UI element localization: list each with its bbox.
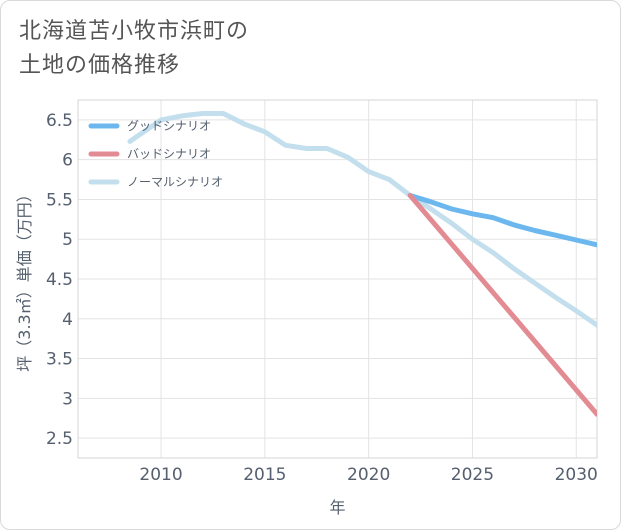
y-tick-label: 2.5 bbox=[46, 429, 73, 449]
legend-item-normal[interactable]: ノーマルシナリオ bbox=[88, 175, 223, 189]
good-scenario-line bbox=[407, 193, 597, 248]
y-tick-label: 6 bbox=[62, 151, 73, 171]
y-tick-label: 6.5 bbox=[46, 111, 73, 131]
y-axis-label: 坪（3.3㎡）単価（万円） bbox=[15, 186, 34, 371]
y-tick-label: 4 bbox=[62, 310, 73, 330]
legend-item-good[interactable]: グッドシナリオ bbox=[88, 119, 211, 133]
grid bbox=[78, 100, 597, 458]
bad-scenario-line bbox=[407, 193, 597, 417]
x-tick-labels: 2010 2015 2020 2025 2030 bbox=[139, 465, 597, 485]
x-axis-label: 年 bbox=[329, 498, 345, 517]
legend-label: グッドシナリオ bbox=[127, 119, 211, 133]
y-tick-label: 5.5 bbox=[46, 190, 73, 210]
y-tick-label: 3 bbox=[62, 389, 73, 409]
x-tick-label: 2010 bbox=[139, 465, 182, 485]
x-tick-label: 2030 bbox=[555, 465, 598, 485]
x-tick-label: 2020 bbox=[347, 465, 390, 485]
y-tick-labels: 2.5 3 3.5 4 4.5 5 5.5 6 6.5 bbox=[46, 111, 73, 449]
x-tick-label: 2025 bbox=[451, 465, 494, 485]
title-line-1: 北海道苫小牧市浜町の bbox=[19, 19, 250, 44]
y-tick-label: 4.5 bbox=[46, 270, 73, 290]
y-tick-label: 3.5 bbox=[46, 350, 73, 370]
legend-label: ノーマルシナリオ bbox=[127, 175, 223, 189]
legend-item-bad[interactable]: バッドシナリオ bbox=[88, 147, 211, 161]
y-tick-label: 5 bbox=[62, 230, 73, 250]
legend-label: バッドシナリオ bbox=[127, 147, 211, 161]
x-tick-label: 2015 bbox=[243, 465, 286, 485]
chart-title: 北海道苫小牧市浜町の 土地の価格推移 bbox=[19, 15, 439, 83]
normal-scenario-line bbox=[127, 111, 597, 328]
plot-frame bbox=[77, 99, 598, 459]
series-lines bbox=[127, 111, 597, 417]
title-line-2: 土地の価格推移 bbox=[19, 53, 181, 78]
